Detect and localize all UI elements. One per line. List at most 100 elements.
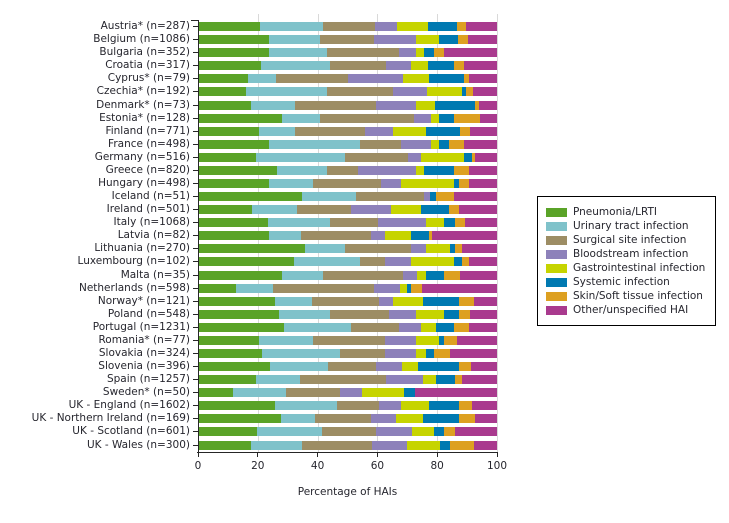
y-tick-mark	[193, 261, 198, 263]
segment-bloodstream-infection	[372, 440, 407, 450]
segment-systemic-infection	[463, 152, 472, 162]
stacked-bar	[198, 309, 497, 319]
segment-other-unspecified-hai	[415, 388, 497, 398]
y-tick-mark	[193, 352, 198, 354]
segment-surgical-site-infection	[286, 388, 340, 398]
segment-systemic-infection	[427, 22, 457, 32]
segment-skin-soft-tissue-infection	[454, 375, 462, 385]
category-label: Sweden* (n=50)	[102, 386, 190, 399]
segment-bloodstream-infection	[357, 165, 416, 175]
segment-urinary-tract-infection	[258, 126, 296, 136]
segment-urinary-tract-infection	[268, 48, 327, 58]
stacked-bar	[198, 414, 497, 424]
segment-pneumonia-lrti	[198, 22, 260, 32]
legend-items: Pneumonia/LRTI Urinary tract infection Sur…	[546, 205, 705, 317]
stacked-bar	[198, 35, 497, 45]
y-tick-mark	[193, 130, 198, 132]
segment-surgical-site-infection	[344, 244, 411, 254]
segment-surgical-site-infection	[319, 113, 415, 123]
legend-item: Surgical site infection	[546, 233, 705, 247]
category-label: Portugal (n=1231)	[92, 320, 190, 333]
bar-row: UK - Wales (n=300)	[0, 438, 497, 451]
x-tick-label: 60	[370, 460, 385, 472]
segment-pneumonia-lrti	[198, 440, 251, 450]
stacked-bar	[198, 205, 497, 215]
bar-row: Romania* (n=77)	[0, 335, 497, 345]
category-label: Luxembourg (n=102)	[77, 255, 190, 268]
stacked-bar	[198, 427, 497, 437]
segment-other-unspecified-hai	[468, 74, 497, 84]
segment-surgical-site-infection	[300, 375, 387, 385]
pneumonia-lrti-swatch	[546, 207, 567, 217]
urinary-tract-infection-swatch	[546, 221, 567, 231]
bar-row: Malta (n=35)	[0, 269, 497, 280]
segment-other-unspecified-hai	[473, 87, 497, 97]
segment-surgical-site-infection	[313, 178, 382, 188]
segment-gastrointestinal-infection	[396, 22, 428, 32]
segment-systemic-infection	[425, 270, 444, 280]
segment-urinary-tract-infection	[268, 231, 302, 241]
segment-bloodstream-infection	[371, 414, 396, 424]
x-axis-spine	[197, 452, 498, 453]
segment-pneumonia-lrti	[198, 414, 281, 424]
x-axis-title: Percentage of HAIs	[297, 486, 398, 498]
bar-row: Norway* (n=121)	[0, 295, 497, 306]
y-tick-mark	[193, 65, 198, 67]
segment-bloodstream-infection	[399, 48, 416, 58]
segment-urinary-tract-infection	[293, 257, 360, 267]
segment-pneumonia-lrti	[198, 322, 284, 332]
segment-other-unspecified-hai	[473, 440, 497, 450]
segment-pneumonia-lrti	[198, 35, 269, 45]
segment-other-unspecified-hai	[480, 113, 497, 123]
other-unspecified-hai-swatch	[546, 305, 567, 315]
segment-bloodstream-infection	[376, 100, 416, 110]
x-tick-mark	[436, 453, 438, 457]
x-tick-mark	[317, 453, 319, 457]
y-tick-mark	[193, 300, 198, 302]
category-label: Greece (n=820)	[105, 163, 190, 176]
segment-other-unspecified-hai	[471, 401, 497, 411]
segment-bloodstream-infection	[373, 283, 401, 293]
y-tick-mark	[193, 91, 198, 93]
legend-label: Gastrointestinal infection	[573, 262, 706, 274]
segment-gastrointestinal-infection	[415, 309, 444, 319]
segment-other-unspecified-hai	[460, 270, 497, 280]
stacked-bar	[198, 348, 497, 358]
segment-other-unspecified-hai	[461, 375, 497, 385]
stacked-bar	[198, 165, 497, 175]
segment-skin-soft-tissue-infection	[458, 296, 474, 306]
segment-bloodstream-infection	[377, 218, 426, 228]
stacked-bar	[198, 139, 497, 149]
segment-gastrointestinal-infection	[430, 139, 439, 149]
segment-systemic-infection	[453, 178, 459, 188]
segment-skin-soft-tissue-infection	[436, 192, 455, 202]
bloodstream-infection-swatch	[546, 249, 567, 259]
segment-bloodstream-infection	[340, 388, 363, 398]
segment-gastrointestinal-infection	[362, 388, 405, 398]
segment-surgical-site-infection	[313, 335, 385, 345]
segment-other-unspecified-hai	[478, 100, 497, 110]
segment-gastrointestinal-infection	[420, 322, 436, 332]
segment-systemic-infection	[424, 48, 434, 58]
segment-urinary-tract-infection	[255, 375, 301, 385]
stacked-bar	[198, 257, 497, 267]
segment-systemic-infection	[422, 296, 459, 306]
segment-pneumonia-lrti	[198, 401, 276, 411]
legend-label: Urinary tract infection	[573, 220, 689, 232]
x-axis-ticks: 0 20 40 60 80 100	[195, 452, 507, 482]
segment-skin-soft-tissue-infection	[453, 61, 464, 71]
category-label: Hungary (n=498)	[98, 176, 190, 189]
y-tick-mark	[193, 117, 198, 119]
x-tick-label: 100	[486, 460, 508, 472]
segment-surgical-site-infection	[323, 270, 403, 280]
segment-gastrointestinal-infection	[384, 231, 411, 241]
category-label: Belgium (n=1086)	[93, 33, 190, 46]
bar-row: Slovakia (n=324)	[0, 348, 497, 358]
segment-urinary-tract-infection	[275, 401, 337, 411]
segment-surgical-site-infection	[296, 205, 352, 215]
segment-urinary-tract-infection	[278, 309, 331, 319]
category-label: UK - Wales (n=300)	[86, 438, 190, 451]
segment-systemic-infection	[438, 335, 444, 345]
segment-other-unspecified-hai	[470, 126, 497, 136]
segment-urinary-tract-infection	[268, 139, 360, 149]
